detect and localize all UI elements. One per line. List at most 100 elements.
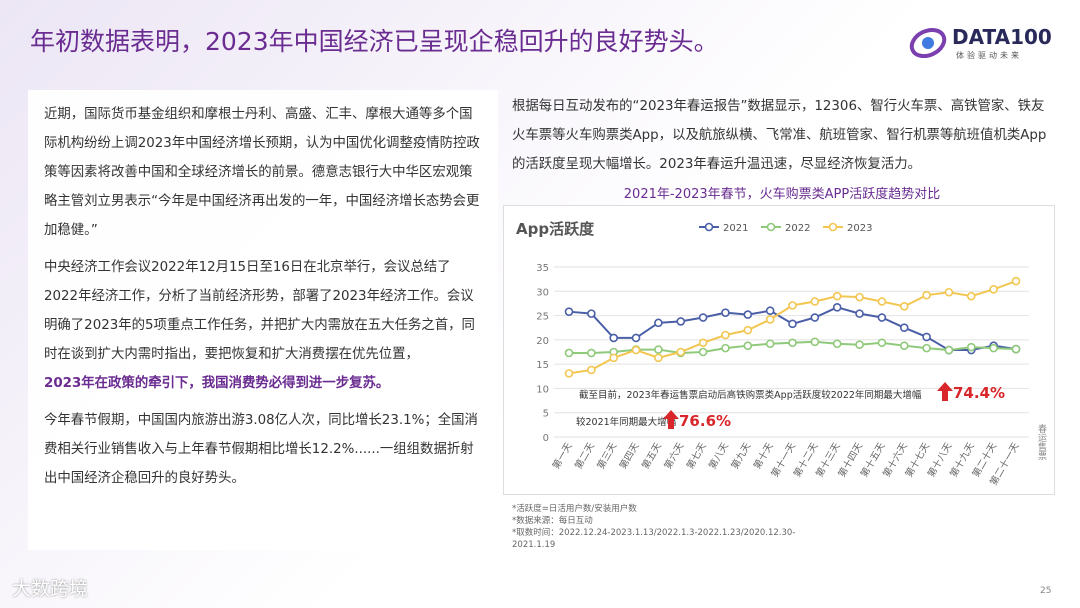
x-tick-label: 第七天 <box>684 440 709 471</box>
point <box>676 347 686 357</box>
x-tick-label: 第一天 <box>550 440 575 471</box>
point <box>922 332 931 342</box>
paragraph-text: 中央经济工作会议2022年12月15日至16日在北京举行，会议总结了2022年经… <box>44 260 475 362</box>
point <box>698 313 708 322</box>
x-axis-note: 春运售票 <box>1036 423 1047 460</box>
point <box>832 303 842 312</box>
point <box>587 365 596 375</box>
point <box>922 343 931 353</box>
chart-caption: 2021年-2023年春节，火车购票类APP活跃度趋势对比 <box>623 187 941 202</box>
point <box>989 343 998 353</box>
point <box>832 339 842 349</box>
y-tick-label: 0 <box>543 433 549 444</box>
point <box>877 297 887 306</box>
page-number: 25 <box>1040 586 1052 596</box>
point <box>855 340 864 350</box>
arrow <box>663 410 679 429</box>
point <box>676 317 686 326</box>
annotation: 截至目前，2023年春运售票启动后高铁购票类App活跃度较2022年同期最大增幅 <box>579 389 922 401</box>
point <box>899 302 909 311</box>
point <box>631 333 641 343</box>
point <box>721 330 730 340</box>
legend-marker <box>766 222 776 232</box>
right-text: 根据每日互动发布的“2023年春运报告”数据显示，12306、智行火车票、高铁管… <box>512 99 1047 172</box>
point <box>810 313 820 322</box>
point <box>721 343 730 353</box>
paragraph: 今年春节假期，中国国内旅游出游3.08亿人次，同比增长23.1%；全国消费相关行… <box>44 413 478 486</box>
legend-marker <box>704 222 714 232</box>
y-tick-label: 30 <box>536 287 549 298</box>
point <box>587 309 596 318</box>
logo-slogan: 体验驱动未来 <box>956 51 1022 60</box>
point <box>654 353 663 363</box>
emphasis: 2023年在政策的牵引下，我国消费势必得到进一步复苏。 <box>44 376 390 391</box>
point <box>564 307 574 316</box>
point <box>654 318 663 328</box>
point <box>944 287 954 297</box>
paragraph: 近期，国际货币基金组织和摩根士丹利、高盛、汇丰、摩根大通等多个国际机构纷纷上调2… <box>44 107 480 238</box>
point <box>1011 344 1021 354</box>
y-tick-label: 25 <box>536 312 549 323</box>
point <box>609 333 618 343</box>
x-tick-label: 第五天 <box>639 440 664 471</box>
point <box>698 338 708 348</box>
point <box>966 342 976 352</box>
x-tick-label: 第十天 <box>751 440 776 471</box>
point <box>654 345 663 354</box>
point <box>765 339 775 349</box>
point <box>877 313 887 322</box>
point <box>810 337 820 347</box>
arrow <box>937 382 953 401</box>
y-tick-label: 20 <box>536 336 549 347</box>
y-tick-label: 15 <box>536 360 549 371</box>
y-tick-label: 5 <box>543 409 549 420</box>
footnote: *数据来源：每日互动 <box>512 516 593 526</box>
watermark: 大数跨境 <box>12 578 89 600</box>
point <box>855 292 864 302</box>
point <box>765 306 775 316</box>
legend-label: 2021 <box>723 223 748 234</box>
point <box>698 347 708 357</box>
x-tick-label: 第二天 <box>572 440 597 471</box>
point <box>899 341 909 350</box>
footnotes: *活跃度=日活用户数/安装用户数 *数据来源：每日互动 *取数时间：2022.1… <box>512 503 812 551</box>
point <box>721 308 730 317</box>
x-tick-label: 第四天 <box>617 440 642 471</box>
point <box>743 310 753 319</box>
footnote: *取数时间：2022.12.24-2023.1.13/2022.1.3-2022… <box>512 528 796 550</box>
chart: App活跃度 0 5 10 15 20 25 30 35 第一天第二天第三天第四天第五天第六天第七… <box>516 220 1047 488</box>
x-tick-label: 第六天 <box>662 440 687 471</box>
point <box>609 353 618 363</box>
point <box>765 315 775 324</box>
point <box>564 348 574 358</box>
logo-text: DATA100 <box>952 25 1052 49</box>
y-tick-label: 35 <box>536 263 549 274</box>
logo-mark <box>909 27 947 59</box>
point <box>788 301 797 310</box>
slide-title: 年初数据表明，2023年中国经济已呈现企稳回升的良好势头。 <box>30 27 719 56</box>
x-tick-label: 第三天 <box>595 440 620 471</box>
annotation: 较2021年同期最大增幅 <box>576 416 677 428</box>
point <box>810 297 820 306</box>
point <box>989 285 998 294</box>
paragraph: 中央经济工作会议2022年12月15日至16日在北京举行，会议总结了2022年经… <box>44 253 482 398</box>
point <box>899 323 909 333</box>
point <box>743 341 753 350</box>
point <box>877 338 887 348</box>
point <box>788 338 797 348</box>
annotation-value: 76.6% <box>679 412 731 430</box>
point <box>743 325 753 335</box>
point <box>587 348 596 358</box>
point <box>788 319 797 329</box>
left-text: 近期，国际货币基金组织和摩根士丹利、高盛、汇丰、摩根大通等多个国际机构纷纷上调2… <box>28 90 498 550</box>
point <box>966 291 976 301</box>
legend-label: 2023 <box>847 223 872 234</box>
point <box>832 291 842 301</box>
point <box>564 369 574 378</box>
point <box>1011 276 1021 286</box>
point <box>944 345 954 355</box>
footnote: *活跃度=日活用户数/安装用户数 <box>512 504 637 514</box>
point <box>631 345 641 355</box>
legend-marker <box>828 222 838 232</box>
